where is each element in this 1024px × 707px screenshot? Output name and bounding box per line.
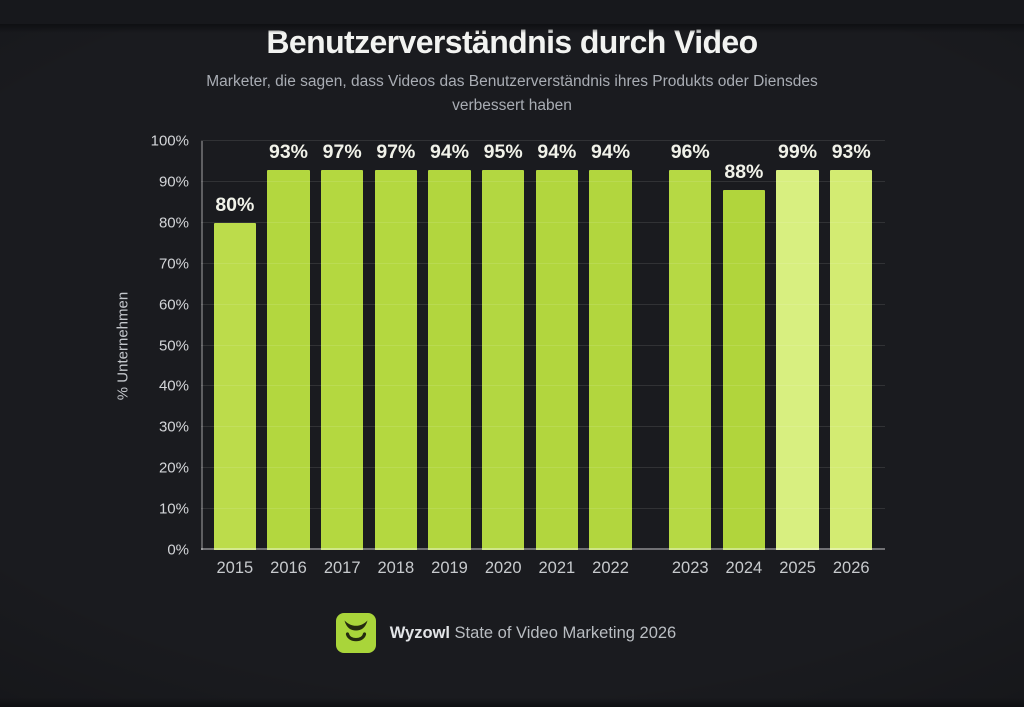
source-brand: Wyzowl xyxy=(389,623,450,642)
x-tick-label: 2019 xyxy=(431,559,468,578)
y-tick-label: 100% xyxy=(150,132,189,150)
x-tick-label: 2026 xyxy=(832,559,870,578)
y-tick-label: 30% xyxy=(158,418,189,436)
bar-value-label: 94% xyxy=(591,141,631,164)
x-tick-label: 2023 xyxy=(671,559,709,578)
y-tick-label: 0% xyxy=(167,541,189,559)
x-tick-label: 2021 xyxy=(538,559,576,578)
bar-slot: 80% xyxy=(208,141,262,551)
bar xyxy=(589,170,632,551)
bar-slot: 97% xyxy=(315,141,369,551)
x-tick-label: 2017 xyxy=(323,559,361,578)
bar xyxy=(267,170,310,551)
bar-value-label: 93% xyxy=(268,141,309,164)
x-tick-label: 2018 xyxy=(377,559,415,578)
bar-value-label: 94% xyxy=(430,141,470,164)
y-axis-label: % Unternehmen xyxy=(114,291,132,400)
bar-value-label: 95% xyxy=(483,141,523,164)
bar-slot: 93% xyxy=(824,141,878,551)
y-tick-label: 50% xyxy=(158,337,189,355)
x-tick-label: 2024 xyxy=(725,559,763,578)
x-tick-label: 2016 xyxy=(270,559,307,578)
bar xyxy=(830,170,873,551)
wyzowl-logo-icon xyxy=(335,613,376,654)
bar-slot: 94% xyxy=(423,141,477,551)
page-title: Benutzerverständnis durch Video xyxy=(266,24,758,60)
bar-value-label: 93% xyxy=(831,141,871,164)
bar xyxy=(320,170,364,551)
bar xyxy=(722,190,766,551)
bar xyxy=(213,222,257,551)
infographic-canvas: Benutzerverständnis durch Video Marketer… xyxy=(0,24,1024,707)
bar xyxy=(669,170,712,551)
bar-value-label: 97% xyxy=(376,141,416,164)
bars-row: 80% 93% 97% 97% 94% 95% 94% 94% 96% 88% 99% 93% xyxy=(201,141,885,551)
x-tick-label: 2022 xyxy=(592,559,629,578)
bar xyxy=(374,170,418,551)
bar-slot: 95% xyxy=(476,141,530,551)
x-tick-label: 2015 xyxy=(216,559,254,578)
bar-chart: % Unternehmen 80% 93% 97% 97% 94% 95% 94% 94% 96… xyxy=(115,133,885,578)
source-title: State of Video Marketing 2026 xyxy=(454,623,677,642)
chart-subtitle-line1: Marketer, die sagen, dass Videos das Ben… xyxy=(206,73,818,90)
y-tick-label: 40% xyxy=(158,377,189,395)
bar xyxy=(776,170,819,551)
series-gap xyxy=(637,559,663,578)
y-tick-label: 80% xyxy=(158,214,189,232)
bar xyxy=(428,170,471,551)
bar-value-label: 99% xyxy=(778,141,818,164)
bar-slot: 97% xyxy=(369,141,423,551)
bar-slot: 96% xyxy=(663,141,717,551)
chart-subtitle-line2: verbessert haben xyxy=(452,97,572,115)
bar-value-label: 80% xyxy=(215,193,255,216)
bar-slot: 99% xyxy=(771,141,825,551)
bar-slot: 93% xyxy=(262,141,316,551)
y-tick-label: 20% xyxy=(158,459,189,477)
bar-slot: 94% xyxy=(584,141,638,551)
bar-value-label: 88% xyxy=(724,161,764,184)
y-axis-line xyxy=(201,141,203,551)
y-tick-label: 90% xyxy=(158,173,189,191)
x-axis-labels: 2015 2016 2017 2018 2019 2020 2021 2022 2023 2024… xyxy=(201,559,885,578)
x-tick-label: 2025 xyxy=(779,559,816,578)
bar-value-label: 94% xyxy=(537,141,577,164)
bar-value-label: 96% xyxy=(670,141,710,164)
bar xyxy=(482,170,525,551)
source-footer: Wyzowl State of Video Marketing 2026 xyxy=(0,613,1018,654)
y-tick-label: 10% xyxy=(158,500,189,518)
bar-slot: 88% xyxy=(717,141,771,551)
plot-area: % Unternehmen 80% 93% 97% 97% 94% 95% 94% 94% 96… xyxy=(115,133,885,559)
bar-value-label: 97% xyxy=(322,141,362,164)
bar xyxy=(535,170,579,551)
y-tick-label: 70% xyxy=(158,255,189,273)
bar-slot: 94% xyxy=(530,141,584,551)
y-tick-label: 60% xyxy=(158,296,189,314)
x-tick-label: 2020 xyxy=(484,559,522,578)
source-text: Wyzowl State of Video Marketing 2026 xyxy=(390,624,676,643)
chart-subtitle: Marketer, die sagen, dass Videos das Ben… xyxy=(0,70,1024,118)
